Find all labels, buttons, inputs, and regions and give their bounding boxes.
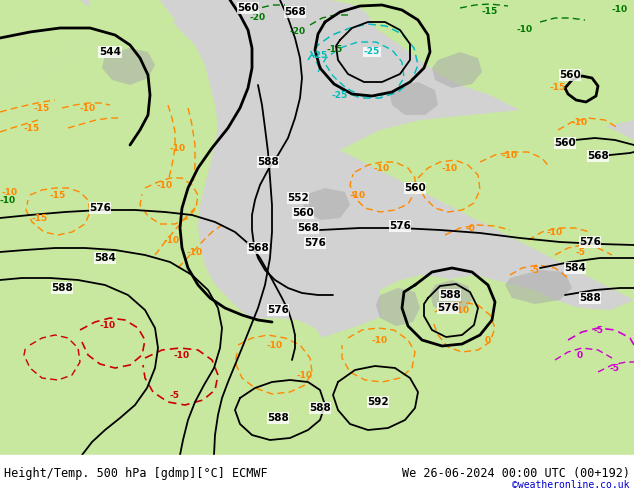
Text: -25: -25 xyxy=(364,48,380,56)
Text: -10: -10 xyxy=(572,118,588,126)
Text: -20: -20 xyxy=(290,27,306,36)
Text: 576: 576 xyxy=(579,237,601,247)
Polygon shape xyxy=(376,288,420,326)
Text: -5: -5 xyxy=(610,364,620,372)
Text: -10: -10 xyxy=(502,150,518,160)
Bar xyxy=(0,455,634,490)
Text: 584: 584 xyxy=(94,253,116,263)
Text: We 26-06-2024 00:00 UTC (00+192): We 26-06-2024 00:00 UTC (00+192) xyxy=(402,466,630,480)
Polygon shape xyxy=(90,0,175,60)
Text: -25: -25 xyxy=(332,91,348,99)
Text: -10: -10 xyxy=(100,320,116,329)
Text: 588: 588 xyxy=(579,293,601,303)
Polygon shape xyxy=(360,0,450,60)
Text: 568: 568 xyxy=(587,151,609,161)
Text: 576: 576 xyxy=(389,221,411,231)
Text: -10: -10 xyxy=(547,227,563,237)
Text: -15: -15 xyxy=(550,83,566,93)
Text: -10: -10 xyxy=(372,336,388,344)
Polygon shape xyxy=(0,390,634,455)
Polygon shape xyxy=(430,280,472,314)
Text: -15: -15 xyxy=(327,46,343,54)
Text: -20: -20 xyxy=(250,14,266,23)
Text: -10: -10 xyxy=(187,247,203,256)
Text: Height/Temp. 500 hPa [gdmp][°C] ECMWF: Height/Temp. 500 hPa [gdmp][°C] ECMWF xyxy=(4,466,268,480)
Text: -15: -15 xyxy=(24,123,40,132)
Text: 588: 588 xyxy=(439,290,461,300)
Polygon shape xyxy=(280,0,634,130)
Polygon shape xyxy=(102,48,155,85)
Text: -10: -10 xyxy=(174,350,190,360)
Text: -10: -10 xyxy=(350,191,366,199)
Polygon shape xyxy=(505,270,572,304)
Polygon shape xyxy=(302,188,350,220)
Text: 560: 560 xyxy=(292,208,314,218)
Text: -10: -10 xyxy=(80,103,96,113)
Polygon shape xyxy=(160,318,328,410)
Text: -10: -10 xyxy=(442,164,458,172)
Text: 560: 560 xyxy=(237,3,259,13)
Text: 592: 592 xyxy=(367,397,389,407)
Text: -10: -10 xyxy=(454,305,470,315)
Text: -10: -10 xyxy=(157,180,173,190)
Text: -15: -15 xyxy=(32,214,48,222)
Polygon shape xyxy=(0,8,315,455)
Text: -10: -10 xyxy=(267,341,283,349)
Text: 576: 576 xyxy=(437,303,459,313)
Polygon shape xyxy=(432,52,482,88)
Text: 588: 588 xyxy=(267,413,289,423)
Text: 568: 568 xyxy=(284,7,306,17)
Polygon shape xyxy=(0,0,40,60)
Text: 588: 588 xyxy=(51,283,73,293)
Text: -5: -5 xyxy=(593,325,603,335)
Text: -10: -10 xyxy=(2,188,18,196)
Text: 0: 0 xyxy=(577,350,583,360)
Text: -5: -5 xyxy=(170,391,180,399)
Text: 576: 576 xyxy=(89,203,111,213)
Text: -0: -0 xyxy=(465,223,475,232)
Polygon shape xyxy=(380,275,482,372)
Text: -15: -15 xyxy=(482,7,498,17)
Text: -15: -15 xyxy=(50,191,66,199)
Text: -25: -25 xyxy=(312,50,328,59)
Text: -10: -10 xyxy=(517,25,533,34)
Text: 584: 584 xyxy=(564,263,586,273)
Text: 588: 588 xyxy=(257,157,279,167)
Text: -10: -10 xyxy=(612,5,628,15)
Text: ©weatheronline.co.uk: ©weatheronline.co.uk xyxy=(512,480,630,490)
Text: 0: 0 xyxy=(485,336,491,344)
Text: 552: 552 xyxy=(287,193,309,203)
Polygon shape xyxy=(0,0,100,90)
Text: 560: 560 xyxy=(554,138,576,148)
Text: 568: 568 xyxy=(297,223,319,233)
Text: -10: -10 xyxy=(164,236,180,245)
Text: 544: 544 xyxy=(99,47,121,57)
Text: 568: 568 xyxy=(247,243,269,253)
Polygon shape xyxy=(390,82,438,115)
Text: -10: -10 xyxy=(374,164,390,172)
Text: -5: -5 xyxy=(530,266,540,274)
Text: 588: 588 xyxy=(309,403,331,413)
Text: -10: -10 xyxy=(170,144,186,152)
Polygon shape xyxy=(220,110,634,455)
Text: -15: -15 xyxy=(34,103,50,113)
Text: 560: 560 xyxy=(559,70,581,80)
Text: -5: -5 xyxy=(575,247,585,256)
Text: 576: 576 xyxy=(267,305,289,315)
Text: 576: 576 xyxy=(304,238,326,248)
Text: -10: -10 xyxy=(0,196,16,204)
Text: -10: -10 xyxy=(297,370,313,379)
Text: 560: 560 xyxy=(404,183,426,193)
